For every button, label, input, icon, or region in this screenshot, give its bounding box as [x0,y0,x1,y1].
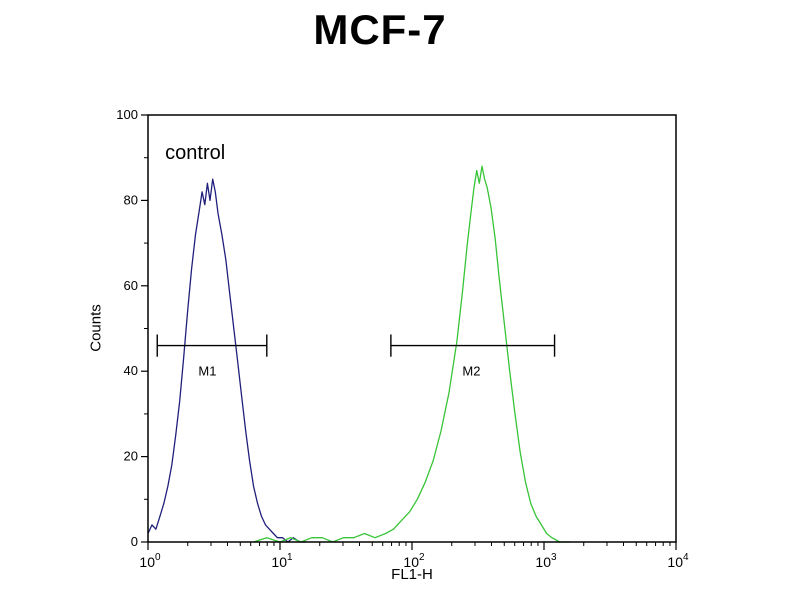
marker-label-M1: M1 [198,363,216,378]
chart-title: MCF-7 [313,6,447,53]
svg-text:40: 40 [124,363,138,378]
x-axis-ticks [147,542,677,550]
series-curve-control [147,178,307,543]
svg-text:20: 20 [124,449,138,464]
x-axis-title: FL1-H [391,566,433,583]
y-axis-tick-labels: 0 20 40 60 80 100 [116,107,138,549]
control-annotation: control [165,141,226,164]
svg-text:100: 100 [116,107,138,122]
plot-frame [147,114,677,543]
svg-text:0: 0 [131,534,138,549]
marker-M1: M1 [156,334,268,378]
svg-text:80: 80 [124,192,138,207]
marker-label-M2: M2 [462,363,480,378]
y-axis-ticks [141,114,148,543]
svg-text:60: 60 [124,278,138,293]
marker-M2: M2 [390,334,556,378]
series-curve-stained [253,165,571,543]
